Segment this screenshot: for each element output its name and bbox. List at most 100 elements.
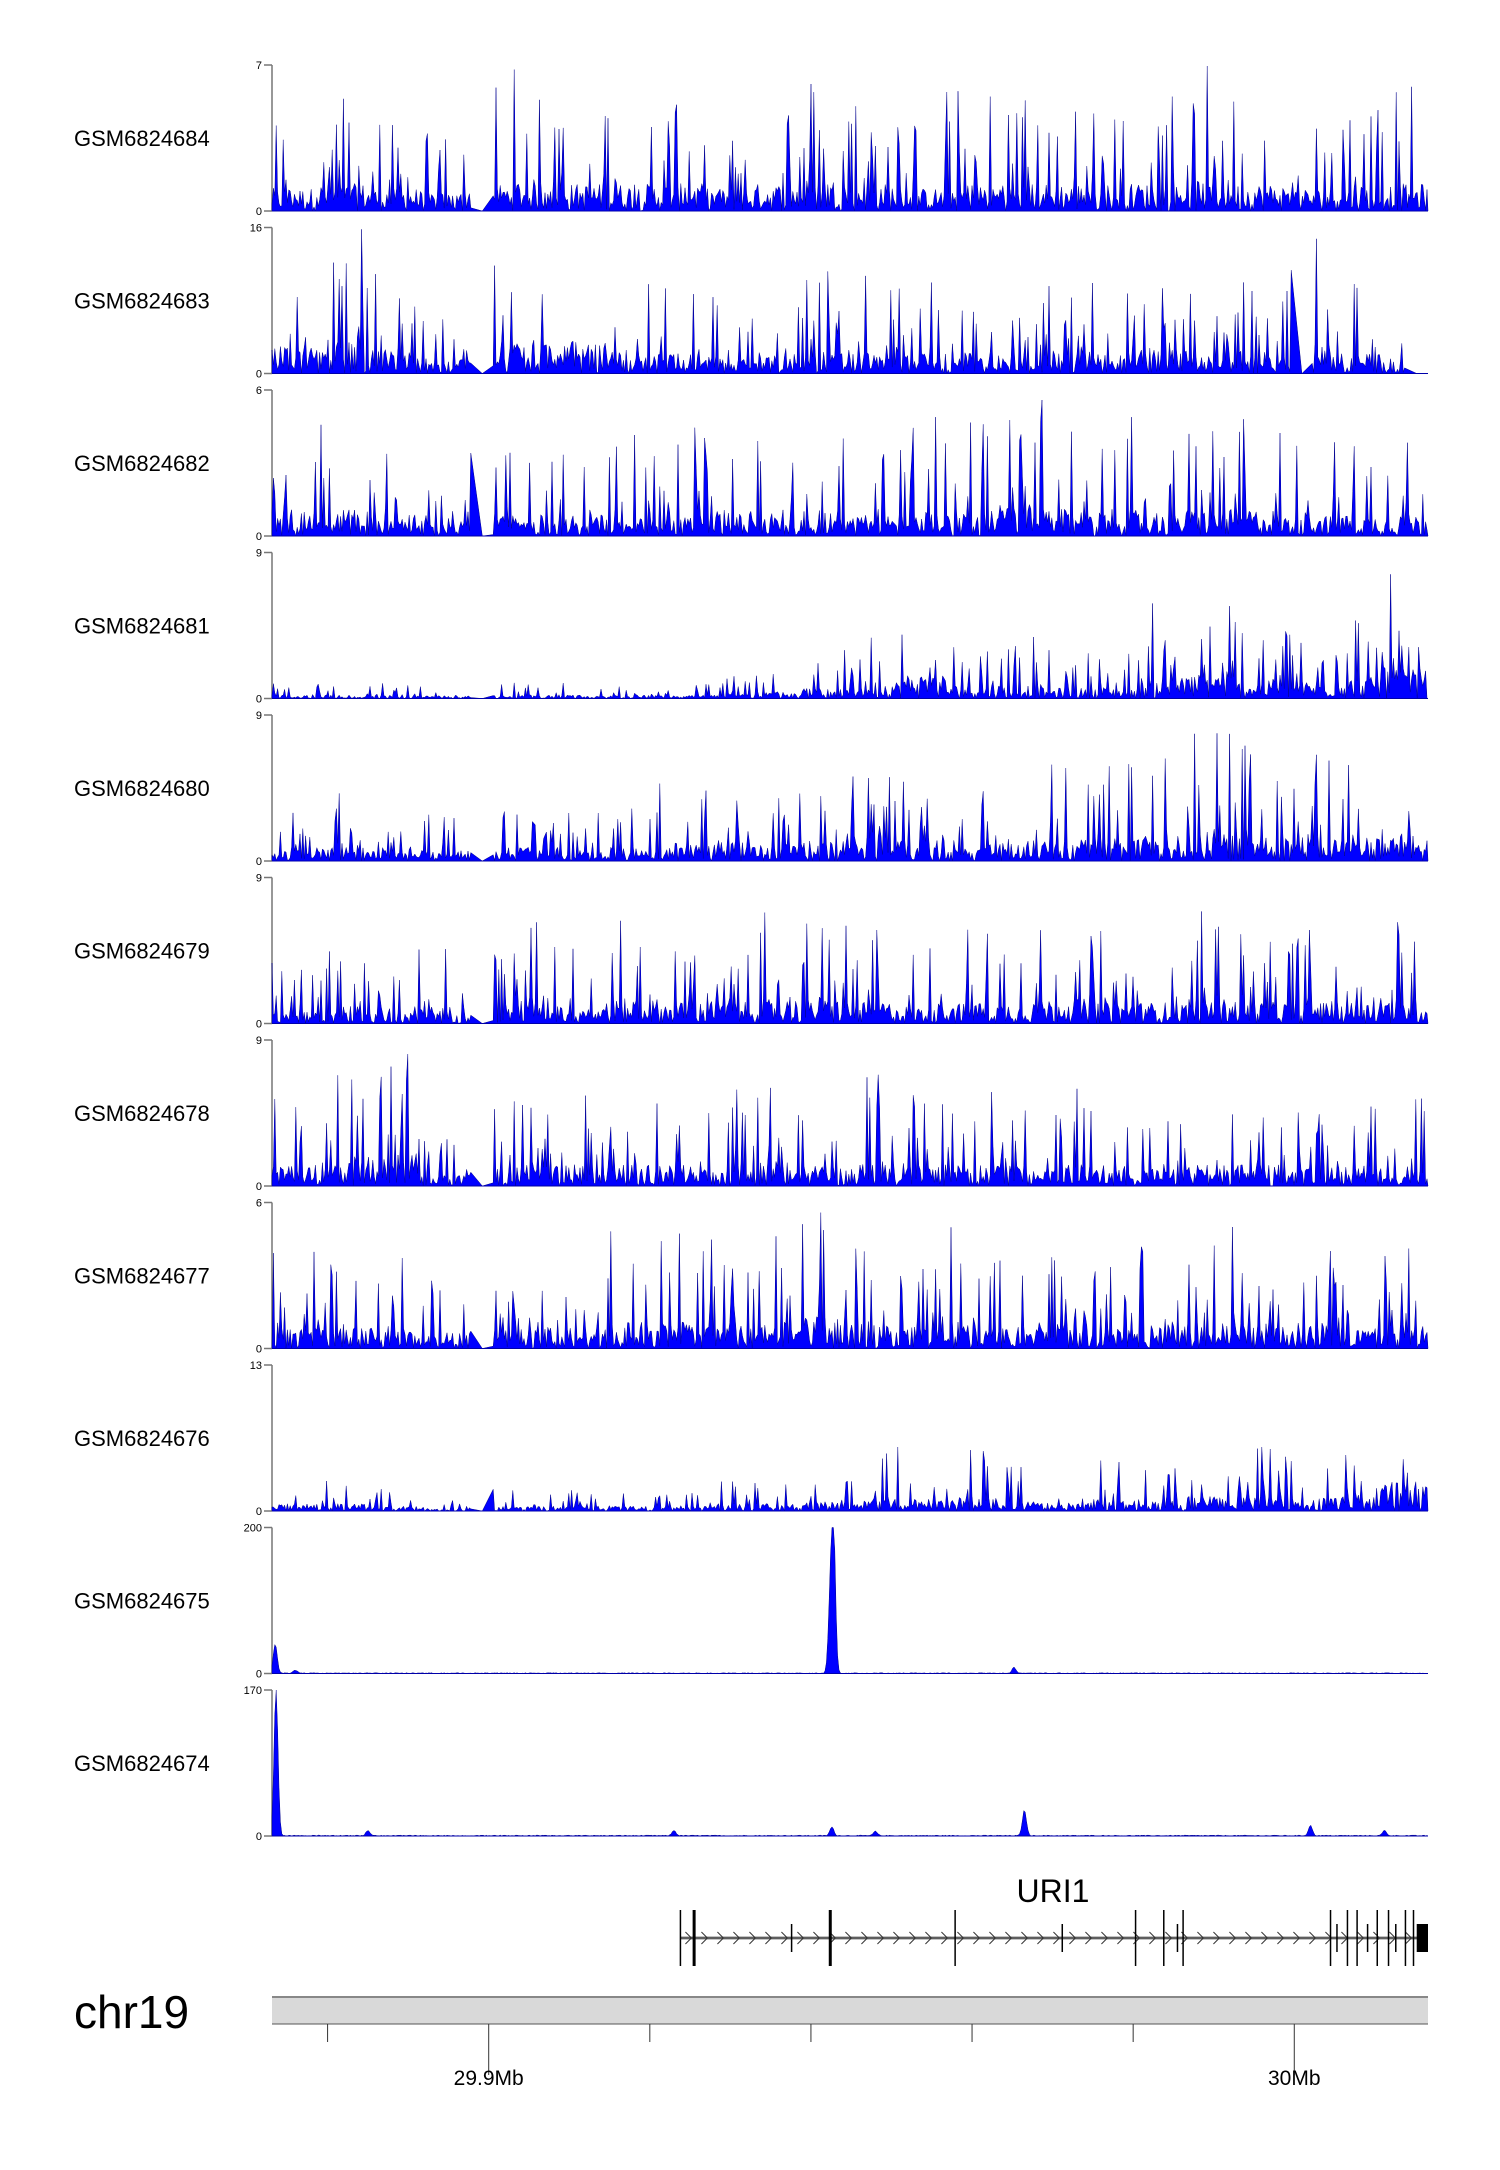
strand-arrow-icon [749, 1931, 757, 1945]
signal-tracks: GSM682468470GSM6824683160GSM682468260GSM… [74, 60, 1429, 1843]
strand-arrow-icon [1245, 1931, 1253, 1945]
track-GSM6824682: GSM6824682 6 0 [74, 385, 1429, 543]
track-label: GSM6824683 [74, 289, 210, 314]
track-label: GSM6824676 [74, 1426, 210, 1451]
strand-arrow-icon [1405, 1931, 1413, 1945]
strand-arrow-icon [1021, 1931, 1029, 1945]
y-tick-label-zero: 0 [256, 1344, 262, 1356]
y-tick-label-zero: 0 [256, 206, 262, 218]
track-label: GSM6824682 [74, 451, 210, 476]
strand-arrow-icon [1197, 1931, 1205, 1945]
strand-arrow-icon [941, 1931, 949, 1945]
strand-arrow-icon [861, 1931, 869, 1945]
signal-area-GSM6824678 [271, 1054, 1429, 1187]
y-tick-label-zero: 0 [256, 1831, 262, 1843]
strand-arrow-icon [1037, 1931, 1045, 1945]
strand-arrow-icon [845, 1931, 853, 1945]
strand-arrow-icon [701, 1931, 709, 1945]
strand-arrow-icon [1309, 1931, 1317, 1945]
signal-area-GSM6824682 [271, 399, 1429, 537]
strand-arrow-icon [1373, 1931, 1381, 1945]
y-tick-label-zero: 0 [256, 1019, 262, 1031]
track-GSM6824675: GSM6824675 200 0 [74, 1523, 1428, 1681]
strand-arrow-icon [1213, 1931, 1221, 1945]
track-GSM6824679: GSM6824679 9 0 [74, 873, 1429, 1031]
strand-arrow-icon [765, 1931, 773, 1945]
strand-arrow-icon [685, 1931, 693, 1945]
strand-arrow-icon [717, 1931, 725, 1945]
y-tick-label-max: 170 [244, 1685, 262, 1697]
strand-arrow-icon [1229, 1931, 1237, 1945]
y-tick-label-max: 9 [256, 1035, 262, 1047]
y-tick-label-max: 13 [250, 1360, 262, 1372]
gene-track: URI1 [679, 1873, 1428, 1966]
signal-area-GSM6824675 [271, 1527, 1428, 1674]
signal-area-GSM6824677 [271, 1212, 1429, 1349]
strand-arrow-icon [1325, 1931, 1333, 1945]
y-tick-label-max: 6 [256, 1198, 262, 1210]
track-label: GSM6824684 [74, 126, 210, 151]
strand-arrow-icon [909, 1931, 917, 1945]
y-tick-label-zero: 0 [256, 369, 262, 381]
y-tick-label-zero: 0 [256, 694, 262, 706]
signal-area-GSM6824681 [271, 574, 1429, 700]
y-tick-label-zero: 0 [256, 856, 262, 868]
signal-area-GSM6824680 [271, 733, 1429, 862]
track-GSM6824676: GSM6824676 13 0 [74, 1360, 1429, 1518]
y-tick-label-max: 9 [256, 548, 262, 560]
y-tick-label-max: 9 [256, 710, 262, 722]
strand-arrow-icon [1165, 1931, 1173, 1945]
track-GSM6824683: GSM6824683 16 0 [74, 223, 1428, 381]
strand-arrow-icon [1117, 1931, 1125, 1945]
gene-label: URI1 [1017, 1873, 1090, 1909]
strand-arrow-icon [1357, 1931, 1365, 1945]
track-label: GSM6824677 [74, 1264, 210, 1289]
track-GSM6824674: GSM6824674 170 0 [74, 1685, 1429, 1843]
y-tick-label-zero: 0 [256, 1181, 262, 1193]
y-tick-label-max: 200 [244, 1523, 262, 1535]
strand-arrow-icon [1261, 1931, 1269, 1945]
track-GSM6824684: GSM6824684 7 0 [74, 60, 1429, 218]
strand-arrow-icon [1005, 1931, 1013, 1945]
y-tick-label-max: 6 [256, 385, 262, 397]
strand-arrow-icon [893, 1931, 901, 1945]
track-label: GSM6824674 [74, 1751, 210, 1776]
x-tick-label: 29.9Mb [454, 2067, 524, 2090]
strand-arrow-icon [1293, 1931, 1301, 1945]
y-tick-label-max: 7 [256, 60, 262, 72]
strand-arrow-icon [1069, 1931, 1077, 1945]
strand-arrow-icon [957, 1931, 965, 1945]
y-tick-label-zero: 0 [256, 1506, 262, 1518]
track-label: GSM6824681 [74, 614, 210, 639]
strand-arrow-icon [1085, 1931, 1093, 1945]
track-label: GSM6824675 [74, 1589, 210, 1614]
strand-arrow-icon [989, 1931, 997, 1945]
strand-arrow-icon [781, 1931, 789, 1945]
y-tick-label-max: 16 [250, 223, 262, 235]
strand-arrow-icon [1101, 1931, 1109, 1945]
x-tick-label: 30Mb [1268, 2067, 1321, 2090]
track-label: GSM6824680 [74, 776, 210, 801]
strand-arrow-icon [813, 1931, 821, 1945]
strand-arrow-icon [925, 1931, 933, 1945]
strand-arrow-icon [1149, 1931, 1157, 1945]
track-GSM6824678: GSM6824678 9 0 [74, 1035, 1429, 1193]
strand-arrow-icon [1277, 1931, 1285, 1945]
y-tick-label-zero: 0 [256, 1669, 262, 1681]
track-GSM6824680: GSM6824680 9 0 [74, 710, 1429, 868]
strand-arrow-icon [1053, 1931, 1061, 1945]
track-label: GSM6824679 [74, 939, 210, 964]
exon-terminal [1416, 1924, 1428, 1952]
chromosome-label: chr19 [74, 1986, 189, 2038]
chromosome-bar [272, 1996, 1428, 2024]
track-GSM6824677: GSM6824677 6 0 [74, 1198, 1429, 1356]
y-tick-label-zero: 0 [256, 531, 262, 543]
signal-area-GSM6824679 [271, 911, 1429, 1025]
y-tick-label-max: 9 [256, 873, 262, 885]
signal-area-GSM6824676 [271, 1446, 1429, 1512]
track-label: GSM6824678 [74, 1101, 210, 1126]
signal-area-GSM6824683 [271, 229, 1428, 375]
strand-arrow-icon [973, 1931, 981, 1945]
signal-area-GSM6824684 [271, 65, 1429, 212]
